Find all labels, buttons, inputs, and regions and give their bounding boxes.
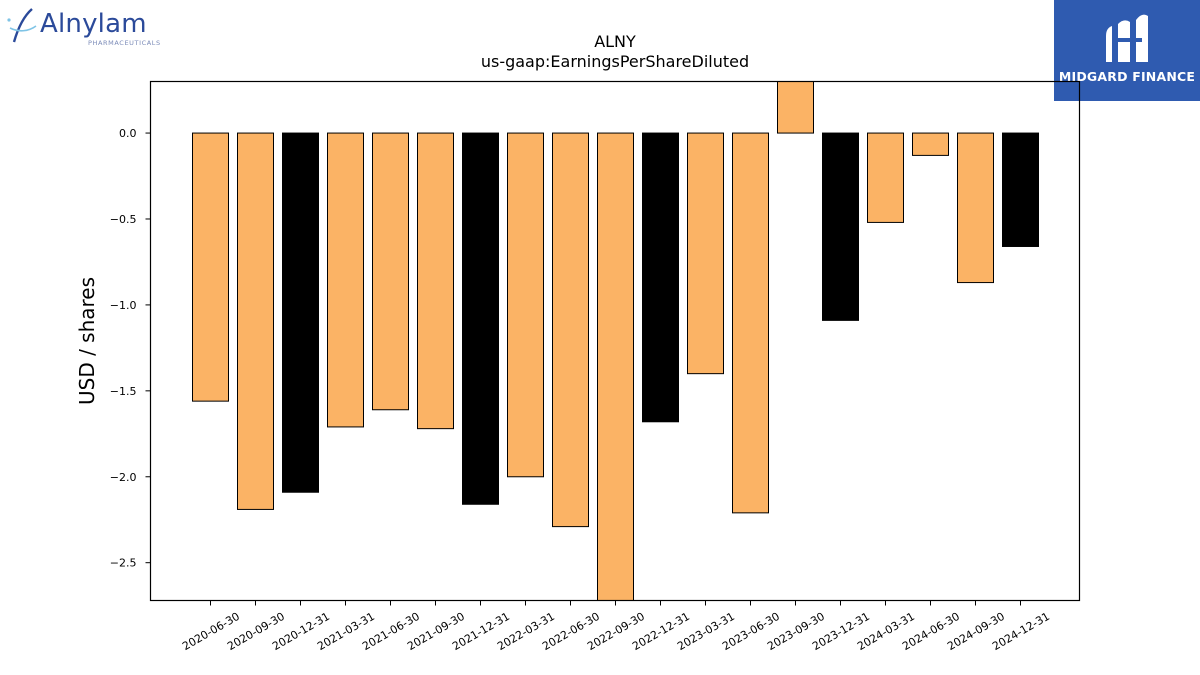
bar-2022-09-30	[597, 132, 634, 601]
alnylam-logo-subtext: PHARMACEUTICALS	[88, 39, 161, 47]
bar-2024-03-31	[867, 132, 904, 223]
bar-2024-09-30	[957, 132, 994, 284]
y-axis: 0.0 −0.5 −1.0 −1.5 −2.0 −2.5	[110, 127, 151, 570]
y-tick-label: −1.5	[110, 385, 137, 398]
plot-frame	[149, 80, 1081, 602]
x-axis: 2020-06-302020-09-302020-12-312021-03-31…	[180, 600, 1052, 653]
bar-2023-12-31	[822, 132, 859, 321]
bar-2020-06-30	[192, 132, 229, 402]
bar-2023-06-30	[732, 132, 769, 514]
midgard-monogram-icon	[1106, 14, 1148, 63]
chart-title: ALNY	[594, 32, 636, 51]
bar-2021-12-31	[462, 132, 499, 505]
chart-subtitle: us-gaap:EarningsPerShareDiluted	[481, 52, 749, 71]
alnylam-swoosh-icon	[7, 8, 37, 43]
midgard-finance-logo: MIDGARD FINANCE	[1054, 0, 1200, 101]
y-tick-label: −0.5	[110, 213, 137, 226]
bar-2024-06-30	[912, 132, 949, 156]
y-tick-label: −2.5	[110, 557, 137, 570]
y-axis-label: USD / shares	[75, 277, 99, 405]
y-tick-label: 0.0	[119, 127, 137, 140]
bar-2022-06-30	[552, 132, 589, 528]
bar-2021-06-30	[372, 132, 409, 411]
bar-2020-09-30	[237, 132, 274, 510]
bar-2021-03-31	[327, 132, 364, 428]
bar-2021-09-30	[417, 132, 454, 430]
y-tick-label: −2.0	[110, 471, 137, 484]
y-tick-label: −1.0	[110, 299, 137, 312]
bar-2023-03-31	[687, 132, 724, 375]
midgard-finance-logo-text: MIDGARD FINANCE	[1058, 69, 1196, 84]
bar-2024-12-31	[1002, 132, 1039, 247]
bar-2023-09-30	[777, 81, 814, 134]
bar-2022-03-31	[507, 132, 544, 478]
bar-2020-12-31	[282, 132, 319, 493]
bar-2022-12-31	[642, 132, 679, 423]
alnylam-logo: Alnylam PHARMACEUTICALS	[6, 6, 166, 50]
bars-layer	[192, 81, 1039, 601]
alnylam-logo-text: Alnylam	[40, 9, 147, 39]
